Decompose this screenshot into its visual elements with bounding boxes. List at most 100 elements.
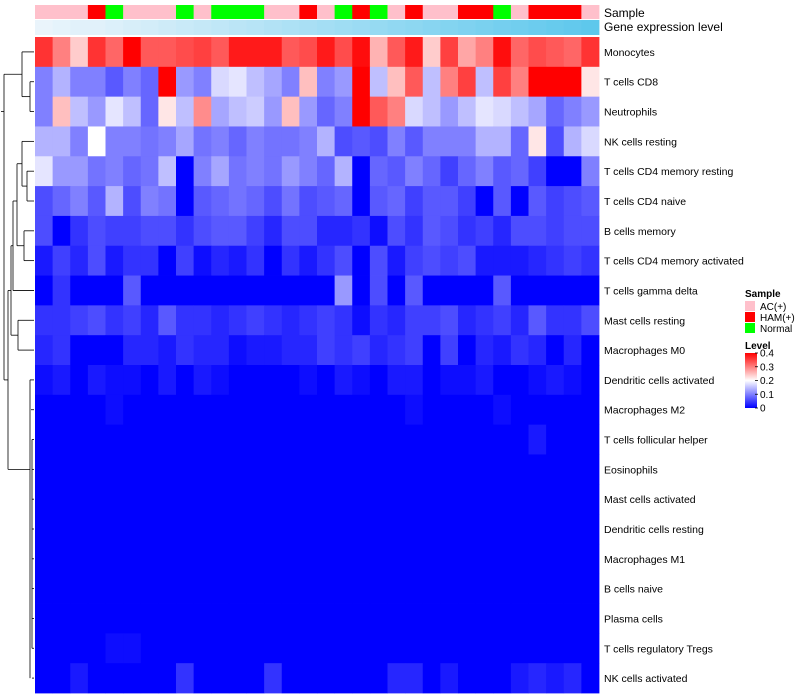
heatmap-cell <box>264 394 283 426</box>
heatmap-cell <box>440 633 459 664</box>
heatmap-cell <box>352 305 371 336</box>
heatmap-cell <box>369 215 388 247</box>
heatmap-cell <box>581 66 600 98</box>
heatmap-cell <box>281 156 300 187</box>
heatmap-cell <box>193 156 212 187</box>
level-tick-label: 0.3 <box>760 362 774 373</box>
heatmap-cell <box>211 394 230 426</box>
heatmap-cell <box>193 663 212 694</box>
heatmap-cell <box>440 365 459 396</box>
sample-annotation-cell <box>440 5 459 19</box>
heatmap-cell <box>422 394 441 426</box>
heatmap-cell <box>493 275 512 306</box>
sample-legend-label: Normal <box>760 324 792 335</box>
heatmap-cell <box>405 156 424 187</box>
heatmap-cell <box>211 424 230 455</box>
heatmap-cell <box>299 365 318 396</box>
heatmap-cell <box>387 424 406 455</box>
heatmap-cell <box>158 543 177 575</box>
heatmap-cell <box>317 305 336 336</box>
heatmap-cell <box>563 573 582 604</box>
row-label: Mast cells activated <box>604 494 696 506</box>
heatmap-cell <box>440 543 459 575</box>
heatmap-cell <box>563 275 582 306</box>
heatmap-cell <box>246 454 265 485</box>
heatmap-cell <box>387 663 406 694</box>
heatmap-cell <box>281 424 300 455</box>
heatmap-cell <box>123 394 142 426</box>
heatmap-cell <box>193 633 212 664</box>
heatmap-cell <box>211 275 230 306</box>
heatmap-cell <box>334 573 353 604</box>
heatmap-cell <box>246 37 265 68</box>
heatmap-cell <box>317 543 336 575</box>
heatmap-cell <box>52 454 71 485</box>
heatmap-cell <box>35 663 54 694</box>
heatmap-cell <box>475 454 494 485</box>
heatmap-cell <box>211 156 230 187</box>
heatmap-cell <box>193 514 212 545</box>
heatmap-cell <box>105 573 124 604</box>
heatmap-cell <box>369 305 388 336</box>
heatmap-cell <box>493 335 512 366</box>
heatmap-cell <box>299 66 318 98</box>
heatmap-cell <box>563 335 582 366</box>
legend: Sample AC(+)HAM(+)Normal Level 0.4 0.3 0.2… <box>745 289 795 415</box>
heatmap-cell <box>317 663 336 694</box>
level-tick-label: 0.1 <box>760 390 774 401</box>
heatmap-cell <box>440 663 459 694</box>
heatmap-cell <box>475 96 494 127</box>
heatmap-cell <box>528 126 547 157</box>
heatmap-cell <box>264 514 283 545</box>
heatmap-cell <box>264 543 283 575</box>
heatmap-cell <box>493 424 512 455</box>
row-label: NK cells resting <box>604 136 677 148</box>
heatmap-cell <box>70 186 89 217</box>
gene-expression-annotation-cell <box>440 20 459 35</box>
heatmap-cell <box>458 663 477 694</box>
heatmap-cell <box>510 215 529 247</box>
sample-annotation-cell <box>317 5 336 19</box>
heatmap-cell <box>440 335 459 366</box>
heatmap-cell <box>440 454 459 485</box>
heatmap-cell <box>140 543 159 575</box>
heatmap-cell <box>228 424 247 455</box>
gene-expression-annotation-cell <box>563 20 582 35</box>
heatmap-cell <box>211 215 230 247</box>
heatmap-cell <box>563 186 582 217</box>
sample-annotation-cell <box>299 5 318 19</box>
heatmap-cell <box>176 37 195 68</box>
heatmap-cell <box>475 275 494 306</box>
heatmap-cell <box>475 633 494 664</box>
heatmap-cell <box>140 424 159 455</box>
heatmap-cell <box>563 394 582 426</box>
heatmap-cell <box>299 573 318 604</box>
heatmap-cell <box>246 365 265 396</box>
heatmap-cell <box>581 633 600 664</box>
heatmap-cell <box>264 454 283 485</box>
heatmap-cell <box>211 37 230 68</box>
heatmap-cell <box>264 126 283 157</box>
heatmap-cell <box>422 454 441 485</box>
heatmap-cell <box>422 275 441 306</box>
heatmap-cell <box>176 484 195 515</box>
heatmap-cell <box>70 514 89 545</box>
heatmap-cell <box>123 186 142 217</box>
heatmap-cell <box>405 215 424 247</box>
gene-expression-annotation-cell <box>35 20 54 35</box>
heatmap-cell <box>317 126 336 157</box>
heatmap-cell <box>546 156 565 187</box>
heatmap-cell <box>581 603 600 634</box>
heatmap-cell <box>35 156 54 187</box>
heatmap-cell <box>140 484 159 515</box>
heatmap-cell <box>246 215 265 247</box>
heatmap-cell <box>563 543 582 575</box>
gene-expression-annotation-cell <box>228 20 247 35</box>
heatmap-cell <box>281 275 300 306</box>
sample-annotation-cell <box>581 5 600 19</box>
heatmap-cell <box>105 514 124 545</box>
row-label: Plasma cells <box>604 613 663 625</box>
heatmap-cell <box>211 186 230 217</box>
heatmap-cell <box>352 633 371 664</box>
heatmap-cell <box>352 275 371 306</box>
